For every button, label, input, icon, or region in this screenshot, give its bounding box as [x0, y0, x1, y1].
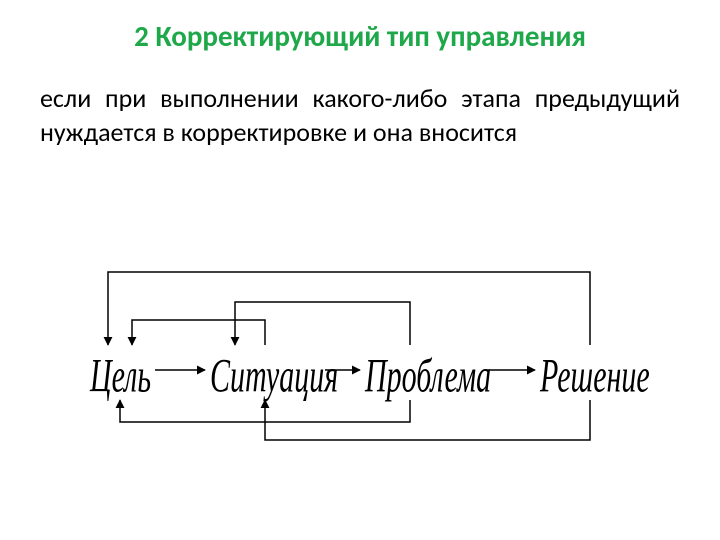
flow-diagram: Цель Ситуация Проблема Решение — [60, 260, 660, 470]
node-problem: Проблема — [365, 350, 491, 404]
description-text: если при выполнении какого-либо этапа пр… — [0, 54, 720, 150]
node-situation: Ситуация — [210, 350, 338, 404]
node-solution: Решение — [540, 350, 650, 404]
page-title: 2 Корректирующий тип управления — [0, 0, 720, 54]
node-goal: Цель — [90, 350, 151, 404]
